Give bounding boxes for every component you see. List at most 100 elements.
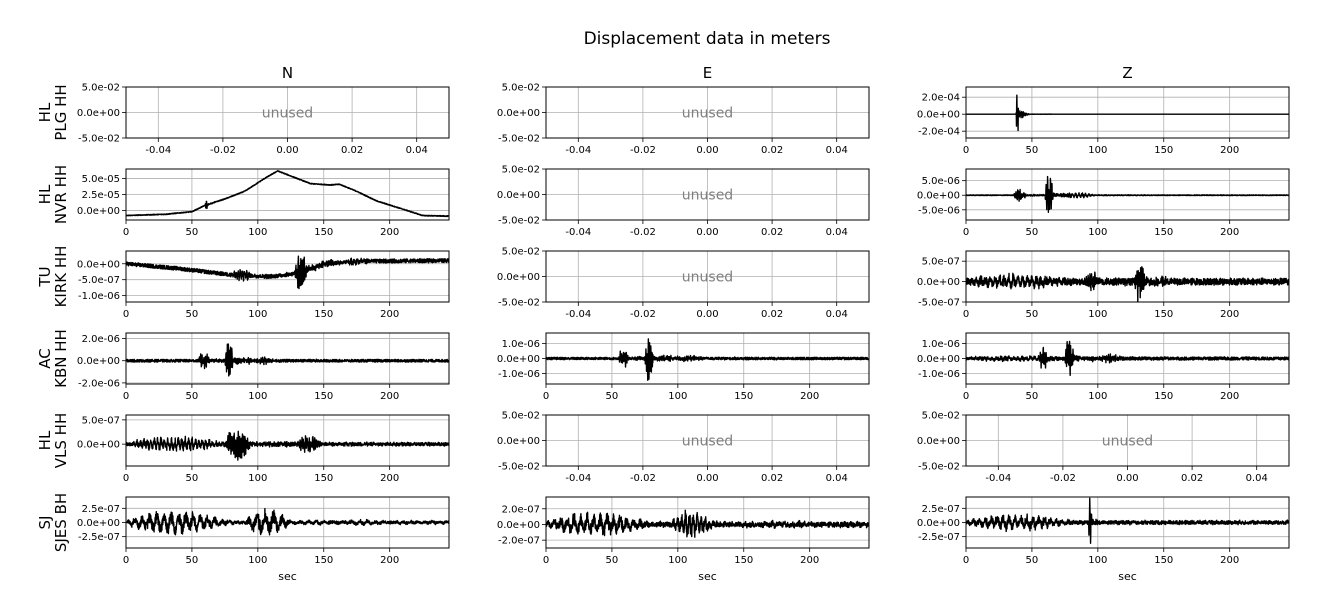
panel-frame (965, 250, 1290, 303)
y-tick-label: 0.0e+00 (497, 108, 540, 119)
panel-r0-c2: 0 50 100 150 200 2.0e-04 0.0e+00 -2.0e-04 (917, 86, 1290, 156)
x-tick-label: 200 (800, 555, 819, 566)
x-axis-label: sec (278, 570, 297, 583)
panel-frame (545, 496, 870, 549)
y-tick-label: -2.0e-06 (78, 378, 120, 389)
y-tick-label: 0.0e+00 (77, 259, 120, 270)
x-tick-label: -0.02 (1050, 473, 1076, 484)
x-tick-label: 100 (1088, 309, 1107, 320)
x-tick-label: 0 (123, 391, 129, 402)
panel-frame (965, 414, 1290, 467)
y-tick-label: -5.0e-02 (498, 298, 540, 309)
x-tick-label: 150 (314, 555, 333, 566)
x-tick-label: 50 (1026, 227, 1039, 238)
x-tick-label: 0 (963, 555, 969, 566)
y-tick-label: -2.0e-07 (498, 536, 540, 547)
station-code: VLS HH (52, 413, 70, 468)
series-line (126, 430, 449, 461)
panel-frame (125, 332, 450, 385)
panel-r3-c0: 0 50 100 150 200 2.0e-06 0.0e+00 -2.0e-06 (77, 332, 450, 402)
y-tick-label: 5.0e-02 (502, 247, 540, 258)
x-tick-label: 0.04 (406, 145, 428, 156)
unused-label: unused (682, 106, 733, 122)
y-tick-label: -2.5e-07 (918, 532, 960, 543)
x-tick-label: 0.02 (761, 309, 783, 320)
x-tick-label: -0.04 (145, 145, 171, 156)
station-code: PLG HH (52, 84, 70, 140)
x-tick-label: -0.04 (565, 309, 591, 320)
station-code: KIRK HH (52, 246, 70, 308)
x-tick-label: 0.02 (341, 145, 363, 156)
x-tick-label: 0 (543, 555, 549, 566)
panel-frame (545, 86, 870, 139)
x-tick-label: 50 (186, 391, 199, 402)
series-line (966, 94, 1289, 132)
panel-r1-c2: 0 50 100 150 200 5.0e-06 0.0e+00 -5.0e-06 (917, 168, 1290, 238)
x-tick-label: 0.04 (826, 473, 848, 484)
x-tick-label: 0.00 (696, 227, 718, 238)
x-tick-label: 0.04 (826, 227, 848, 238)
y-tick-label: 0.0e+00 (497, 436, 540, 447)
y-tick-label: -1.0e-06 (78, 291, 120, 302)
x-tick-label: 200 (1220, 555, 1239, 566)
x-tick-label: 150 (1154, 391, 1173, 402)
x-tick-label: 150 (1154, 555, 1173, 566)
series-line (966, 340, 1289, 377)
station-network: AC (36, 348, 54, 368)
x-tick-label: 0.00 (696, 473, 718, 484)
y-tick-label: 0.0e+00 (77, 518, 120, 529)
panel-r2-c1: -0.04 -0.02 0.00 0.02 0.04 5.0e-02 0.0e+00 -5.0… (497, 247, 870, 320)
series-line (966, 497, 1289, 544)
panel-r1-c0: 0 50 100 150 200 5.0e-05 2.5e-05 0.0e+00 (77, 168, 450, 238)
x-tick-label: 200 (1220, 309, 1239, 320)
x-tick-label: 0 (543, 391, 549, 402)
y-tick-label: 5.0e-07 (922, 257, 960, 268)
unused-label: unused (682, 434, 733, 450)
y-tick-label: 2.0e-07 (502, 504, 540, 515)
x-tick-label: 50 (186, 555, 199, 566)
panel-frame (545, 250, 870, 303)
column-header-n: N (282, 64, 293, 82)
y-tick-label: 1.0e-06 (922, 339, 960, 350)
x-tick-label: 150 (1154, 145, 1173, 156)
unused-label: unused (682, 188, 733, 204)
y-tick-label: -5.0e-02 (498, 134, 540, 145)
y-tick-label: 0.0e+00 (77, 356, 120, 367)
x-tick-label: 0.04 (826, 145, 848, 156)
panel-r2-c2: 0 50 100 150 200 5.0e-07 0.0e+00 -5.0e-07 (917, 250, 1290, 320)
x-tick-label: -0.02 (630, 145, 656, 156)
panel-r4-c1: -0.04 -0.02 0.00 0.02 0.04 5.0e-02 0.0e+00 -5.0… (497, 411, 870, 484)
series-line (966, 266, 1289, 302)
x-tick-label: 200 (1220, 145, 1239, 156)
x-tick-label: 0.02 (761, 473, 783, 484)
x-tick-label: 0 (123, 555, 129, 566)
x-tick-label: 50 (606, 555, 619, 566)
y-tick-label: -5.0e-02 (498, 216, 540, 227)
y-tick-label: 5.0e-02 (922, 411, 960, 422)
x-tick-label: 150 (1154, 309, 1173, 320)
x-tick-label: 200 (380, 391, 399, 402)
y-tick-label: 5.0e-02 (502, 83, 540, 94)
x-tick-label: -0.04 (565, 227, 591, 238)
x-tick-label: -0.02 (630, 473, 656, 484)
x-tick-label: 100 (1088, 145, 1107, 156)
x-tick-label: 50 (1026, 391, 1039, 402)
series-line (126, 255, 449, 290)
y-tick-label: 0.0e+00 (497, 354, 540, 365)
y-tick-label: 0.0e+00 (77, 206, 120, 217)
y-tick-label: 0.0e+00 (917, 436, 960, 447)
unused-label: unused (682, 270, 733, 286)
y-tick-label: 5.0e-07 (82, 415, 120, 426)
y-tick-label: 2.0e-06 (82, 334, 120, 345)
x-tick-label: 50 (186, 309, 199, 320)
y-tick-label: -5.0e-07 (78, 275, 120, 286)
x-tick-label: 0 (963, 227, 969, 238)
x-tick-label: 50 (186, 473, 199, 484)
series-line (126, 170, 449, 218)
panel-frame (965, 168, 1290, 221)
x-tick-label: 150 (734, 391, 753, 402)
x-tick-label: 0.04 (826, 309, 848, 320)
